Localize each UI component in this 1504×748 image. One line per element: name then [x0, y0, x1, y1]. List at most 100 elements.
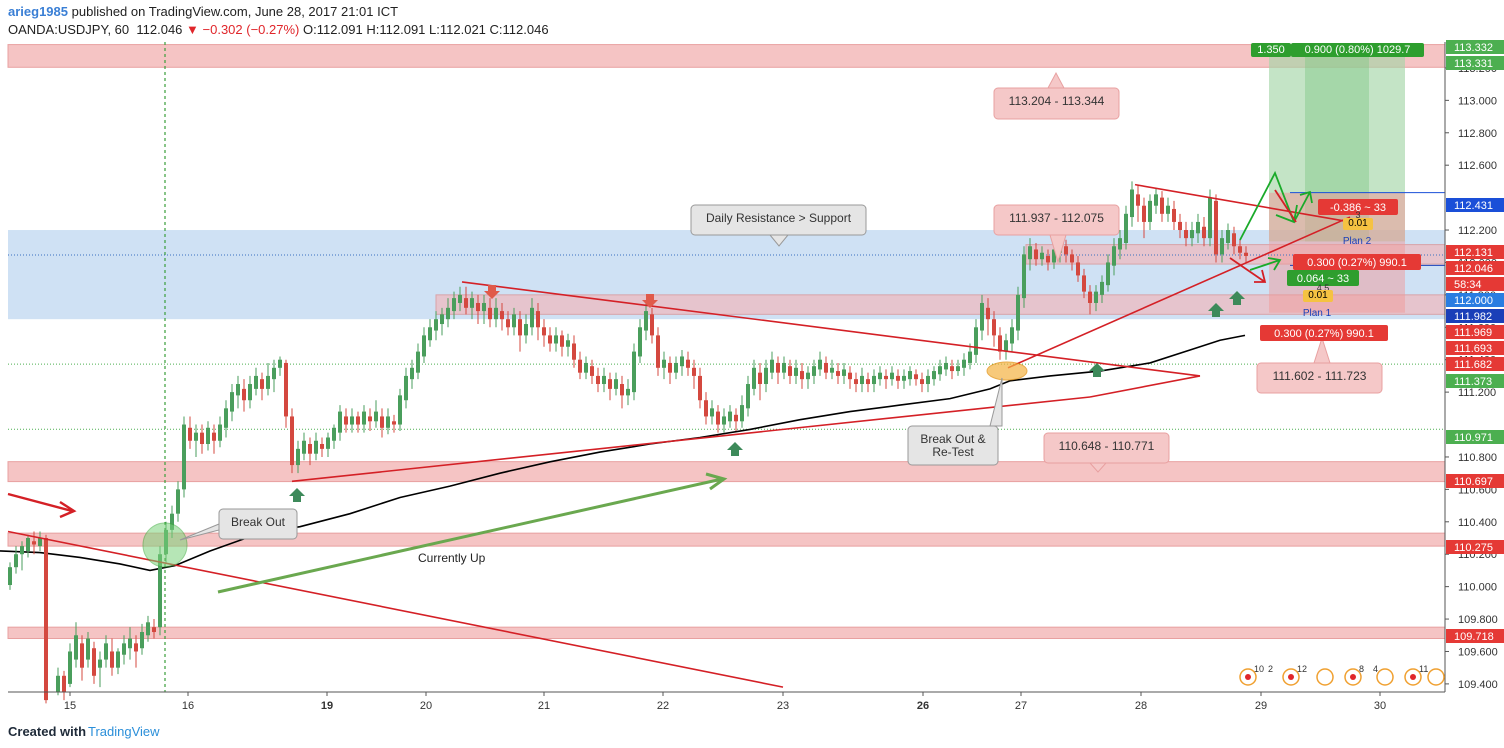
callout-breakout-box — [218, 508, 298, 540]
target-ticks-label-bg — [1251, 43, 1291, 57]
candle-body — [380, 416, 384, 428]
time-tick-label: 28 — [1135, 700, 1147, 712]
time-tick-label: 22 — [657, 700, 669, 712]
price-label-bg — [1446, 357, 1504, 371]
candle-body — [80, 643, 84, 668]
candle-body — [614, 379, 618, 389]
candle-body — [224, 408, 228, 428]
tradingview-brand-link[interactable]: TradingView — [88, 724, 160, 739]
candle-body — [596, 375, 600, 385]
currently-up-text: Currently Up — [418, 551, 486, 565]
candle-body — [770, 359, 774, 373]
candle-body — [764, 367, 768, 385]
price-label-bg — [1446, 341, 1504, 355]
price-label-bg — [1446, 56, 1504, 70]
candle-body — [320, 443, 324, 449]
plan-stop-label-bg — [1293, 254, 1421, 270]
event-icon-dot — [1245, 674, 1251, 680]
candle-body — [794, 367, 798, 376]
candle-body — [698, 375, 702, 401]
candle-body — [62, 675, 66, 692]
candle-body — [290, 416, 294, 466]
candle-body — [1136, 194, 1140, 206]
chart-header: arieg1985 published on TradingView.com, … — [0, 0, 1504, 40]
candle-body — [830, 367, 834, 373]
plan1-name-label: Plan 1 — [1303, 308, 1332, 319]
price-tick-label: 113.000 — [1458, 95, 1497, 107]
candle-body — [200, 432, 204, 444]
candle-body — [212, 432, 216, 441]
candle-body — [428, 327, 432, 341]
falling-resistance-line — [1134, 183, 1351, 223]
candle-body — [1010, 327, 1014, 344]
candle-body — [920, 379, 924, 385]
event-icon — [1376, 668, 1394, 686]
candle-body — [302, 440, 306, 454]
triangle-apex-line — [1089, 375, 1201, 398]
candle-body — [710, 408, 714, 417]
candle-body — [74, 635, 78, 660]
candle-body — [1190, 230, 1194, 239]
candle-body — [56, 675, 60, 692]
symbol-label[interactable]: OANDA:USDJPY, 60 — [8, 22, 130, 37]
candle-body — [1034, 249, 1038, 260]
price-label: 111.982 — [1454, 311, 1492, 323]
candle-body — [740, 405, 744, 422]
candle-body — [650, 314, 654, 336]
price-label: 110.697 — [1454, 476, 1493, 488]
candle-body — [980, 302, 984, 331]
created-with-text: Created with — [8, 724, 87, 739]
candle-body — [1196, 221, 1200, 234]
time-tick-label: 20 — [420, 700, 432, 712]
plan2-pnl-label: -0.386 ~ 33 — [1330, 202, 1386, 214]
candle-body — [824, 362, 828, 373]
candle-body — [578, 359, 582, 373]
event-count-label: 11 — [1419, 664, 1428, 674]
candle-body — [854, 379, 858, 385]
callout-113-204-text: 113.204 - 113.344 — [1009, 94, 1105, 108]
price-tick-label: 109.400 — [1458, 679, 1498, 691]
downtrend-line — [7, 530, 784, 688]
candle-body — [254, 375, 258, 389]
price-chart[interactable]: 113.204 - 113.344 Daily Resistance > Supp… — [0, 0, 1504, 716]
candle-body — [758, 372, 762, 385]
candle-body — [968, 351, 972, 363]
callout-111-937-box — [993, 204, 1120, 236]
candle-body — [464, 298, 468, 308]
price-tick-label: 112.200 — [1458, 225, 1497, 237]
candle-body — [326, 437, 330, 449]
lower-triangle-line — [291, 396, 1091, 483]
candle-body — [1076, 262, 1080, 276]
candle-body — [206, 427, 210, 444]
event-count-label: 8 — [1359, 664, 1364, 674]
candle-body — [20, 546, 24, 555]
plan2-name-label: Plan 2 — [1343, 236, 1372, 247]
candle-body — [182, 424, 186, 490]
candle-body — [692, 367, 696, 376]
candle-body — [914, 374, 918, 380]
price-label-bg — [1446, 261, 1504, 275]
candle-body — [14, 554, 18, 568]
candle-body — [170, 513, 174, 530]
up-marker-icon — [289, 488, 305, 502]
chart-footer: Created with TradingView — [0, 716, 1504, 748]
event-count-label: 12 — [1297, 664, 1307, 674]
candle-body — [884, 375, 888, 380]
candle-body — [620, 384, 624, 396]
candle-body — [1172, 208, 1176, 222]
candle-body — [806, 372, 810, 380]
price-label: 111.969 — [1454, 327, 1492, 339]
candle-body — [842, 369, 846, 376]
candle-body — [494, 307, 498, 320]
callout-daily-resistance-text: Daily Resistance > Support — [706, 211, 852, 225]
candle-body — [416, 351, 420, 373]
candle-body — [98, 659, 102, 668]
candle-body — [1004, 340, 1008, 352]
up-marker-icon — [1089, 363, 1105, 377]
candle-body — [1070, 254, 1074, 263]
candle-body — [836, 371, 840, 376]
author-name[interactable]: arieg1985 — [8, 4, 68, 19]
candle-body — [938, 366, 942, 375]
candle-body — [386, 416, 390, 428]
candle-body — [140, 632, 144, 649]
